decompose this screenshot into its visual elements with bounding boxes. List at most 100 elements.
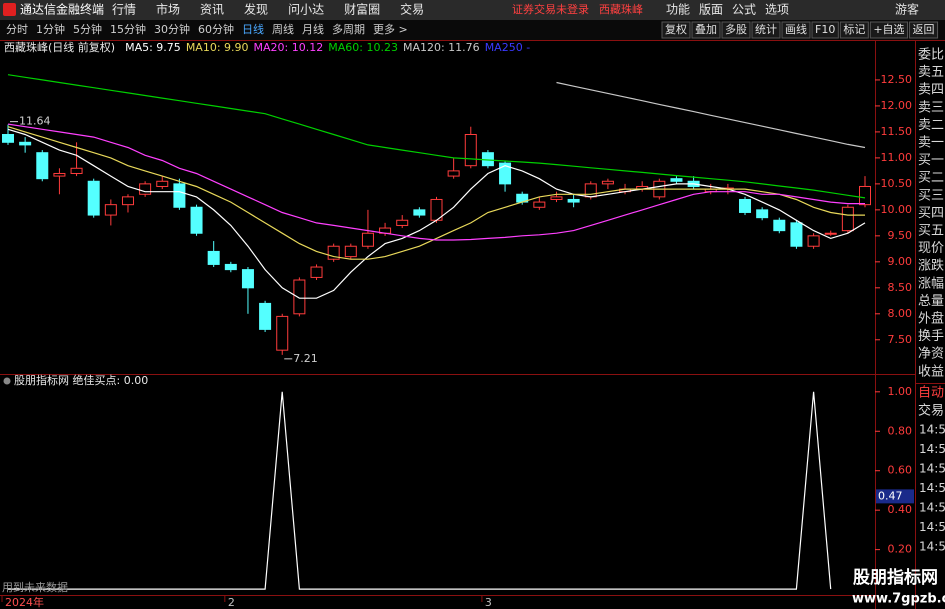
app-title: 通达信金融终端 (20, 2, 104, 17)
candle-body (293, 279, 306, 315)
menu-item[interactable]: 行情 (112, 3, 136, 17)
toolbar-button[interactable]: 叠加 (691, 21, 721, 39)
button-label: +自选 (873, 23, 904, 36)
legend-entry: MA10: 9.90 (186, 41, 249, 54)
watermark-name: 股朋指标网 (853, 567, 938, 588)
quote-label: 现价 (918, 241, 944, 256)
period-tab[interactable]: 月线 (302, 22, 324, 36)
menu-item[interactable]: 交易 (400, 2, 424, 17)
period-tab[interactable]: 更多 > (373, 22, 408, 36)
candle-body (224, 263, 237, 271)
quote-label: 卖一 (918, 136, 944, 151)
candle-body (773, 219, 786, 232)
y-tick-label: 10.00 (881, 203, 913, 216)
y-tick-label: 12.00 (881, 99, 913, 112)
menu-item[interactable]: 资讯 (200, 3, 224, 17)
quote-label: 买五 (918, 224, 944, 239)
quote-label: 涨幅 (918, 276, 944, 291)
toolbar-button[interactable]: 画线 (781, 21, 811, 39)
button-frame (691, 21, 721, 39)
candle-body (87, 180, 100, 216)
annotation-label: 11.64 (19, 115, 51, 128)
toolbar-button[interactable]: F10 (811, 21, 839, 39)
button-frame (721, 21, 751, 39)
x-tick-label: 3 (485, 596, 492, 609)
candle-body (361, 232, 374, 247)
watermark-url: www.7gpzb.com (852, 592, 945, 607)
button-label: 叠加 (695, 23, 717, 36)
time-label: 14:56 (919, 442, 945, 456)
period-tab[interactable]: 日线 (242, 22, 264, 36)
menu-item[interactable]: 发现 (244, 2, 268, 17)
annotation-label: 7.21 (293, 352, 318, 365)
toolbar-button[interactable]: +自选 (869, 21, 909, 39)
period-tab[interactable]: 15分钟 (110, 22, 146, 36)
candle-body (499, 162, 512, 185)
toolbar-button[interactable]: 返回 (909, 21, 939, 39)
candle-body (190, 206, 203, 234)
menu-item[interactable]: 问小达 (288, 3, 324, 17)
time-label: 14:56 (919, 540, 945, 554)
button-frame (751, 21, 781, 39)
y-tick-label: 12.50 (881, 73, 913, 86)
quote-label: 换手 (918, 329, 944, 344)
series-line (8, 391, 832, 590)
period-tab[interactable]: 1分钟 (36, 22, 65, 36)
toolbar-button[interactable]: 多股 (721, 21, 751, 39)
y-tick-label: 7.50 (888, 333, 913, 346)
button-frame (839, 21, 869, 39)
legend-entry: MA250 - (485, 41, 531, 54)
toolbar-button[interactable]: 统计 (751, 21, 781, 39)
candle-body (173, 183, 186, 208)
period-tab[interactable]: 60分钟 (198, 22, 234, 36)
button-label: F10 (815, 23, 835, 36)
button-label: 统计 (755, 23, 777, 36)
series-line (7, 123, 865, 241)
menu-item[interactable]: 公式 (732, 3, 756, 17)
button-frame (811, 21, 839, 39)
candle-body (670, 178, 683, 182)
candle-body (859, 185, 871, 206)
candle-body (739, 198, 752, 213)
toolbar-button[interactable]: 标记 (839, 21, 869, 39)
x-tick-label: 2 (228, 596, 235, 609)
menu-item[interactable]: 选项 (765, 3, 789, 17)
period-tab[interactable]: 周线 (272, 22, 294, 36)
candle-body (533, 201, 546, 208)
button-label: 标记 (843, 22, 865, 36)
candle-body (207, 250, 220, 265)
candle-body (756, 209, 769, 219)
y-tick-label: 9.00 (888, 255, 913, 268)
y-tick-label: 11.00 (881, 151, 913, 164)
candle-body (19, 141, 32, 146)
y-tick-label: 9.50 (888, 229, 913, 242)
legend-entry: MA20: 10.12 (254, 41, 324, 54)
candle-body (464, 134, 477, 167)
y-tick-label: 11.50 (881, 125, 913, 138)
app-logo (3, 3, 16, 16)
quote-label: 卖三 (918, 100, 944, 115)
quote-label: 买四 (918, 206, 944, 221)
quote-label: 涨跌 (918, 258, 944, 274)
period-tab[interactable]: 5分钟 (73, 22, 102, 36)
candle-body (567, 198, 580, 203)
candle-body (447, 170, 460, 177)
indicator-note: 用到未来数据 (2, 580, 68, 594)
menu-item[interactable]: 市场 (156, 2, 180, 17)
quote-label: 委比 (918, 48, 944, 63)
period-tab[interactable]: 分时 (6, 23, 28, 36)
menu-item[interactable]: 财富圈 (344, 2, 380, 17)
legend-entry: MA5: 9.75 (125, 41, 181, 54)
period-tab[interactable]: 多周期 (332, 22, 365, 36)
candle-body (121, 196, 134, 206)
user-label[interactable]: 游客 (895, 2, 919, 17)
quote-label: 卖五 (918, 65, 944, 80)
toolbar-button[interactable]: 复权 (661, 21, 691, 39)
candle-body (344, 245, 357, 258)
menu-item[interactable]: 版面 (699, 3, 723, 17)
indicator-title: 股朋指标网 绝佳买点: 0.00 (14, 373, 148, 387)
time-label: 14:56 (919, 501, 945, 515)
period-tab[interactable]: 30分钟 (154, 22, 190, 36)
menu-item[interactable]: 功能 (666, 3, 690, 17)
time-label: 14:56 (919, 520, 945, 534)
